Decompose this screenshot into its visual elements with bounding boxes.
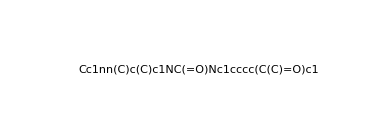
Text: Cc1nn(C)c(C)c1NC(=O)Nc1cccc(C(C)=O)c1: Cc1nn(C)c(C)c1NC(=O)Nc1cccc(C(C)=O)c1	[78, 65, 319, 75]
